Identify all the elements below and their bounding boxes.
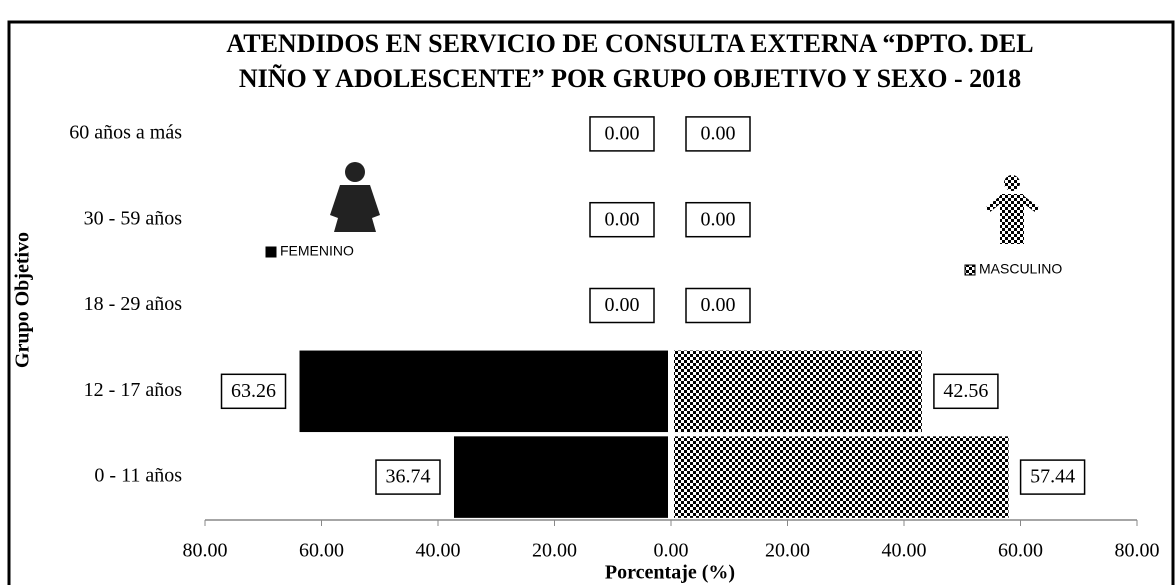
data-label-box [685,201,751,238]
y-axis-title: Grupo Objetivo [12,232,34,368]
data-label: 0.00 [701,208,736,230]
data-label-box [933,373,999,410]
legend-swatch [265,246,277,258]
legend-label: FEMENINO [280,243,354,259]
data-label: 0.00 [701,294,736,316]
data-label: 0.00 [605,294,640,316]
legend-label: MASCULINO [979,261,1062,277]
y-tick-label: 18 - 29 años [84,293,183,315]
male-icon [985,175,1040,244]
data-label-box [589,201,655,238]
data-label-box [685,116,751,152]
data-label-box [685,287,751,324]
bar [299,350,668,433]
x-tick-label: 40.00 [416,540,461,562]
chart-title: ATENDIDOS EN SERVICIO DE CONSULTA EXTERN… [226,29,1033,58]
bar [453,436,668,518]
x-axis-title: Porcentaje (%) [605,562,735,584]
bar [674,436,1009,518]
x-tick-label: 80.00 [183,540,228,562]
female-icon [330,162,380,232]
data-label-box [220,373,287,410]
x-tick-label: 20.00 [765,540,810,562]
data-label: 36.74 [385,466,430,488]
x-tick-label: 80.00 [1115,540,1160,562]
y-tick-label: 30 - 59 años [84,207,183,229]
x-tick-label: 60.00 [299,540,344,562]
y-tick-label: 0 - 11 años [94,465,182,487]
frame [7,20,1175,585]
data-label-box [1019,459,1086,495]
data-label: 57.44 [1030,466,1075,488]
data-label: 0.00 [605,122,640,144]
data-label-box [589,116,655,152]
data-label-box [589,287,655,324]
y-tick-label: 60 años a más [69,121,182,143]
data-label: 0.00 [701,122,736,144]
x-tick-label: 60.00 [998,540,1043,562]
x-tick-label: 40.00 [882,540,927,562]
bar [674,350,922,433]
legend-swatch [964,264,976,276]
data-label: 63.26 [231,380,276,402]
x-tick-label: 0.00 [654,540,689,562]
y-tick-label: 12 - 17 años [84,379,183,401]
x-tick-label: 20.00 [532,540,577,562]
data-label: 42.56 [943,380,988,402]
data-label-box [375,459,441,495]
data-label: 0.00 [605,208,640,230]
chart-title: NIÑO Y ADOLESCENTE” POR GRUPO OBJETIVO Y… [239,64,1021,93]
